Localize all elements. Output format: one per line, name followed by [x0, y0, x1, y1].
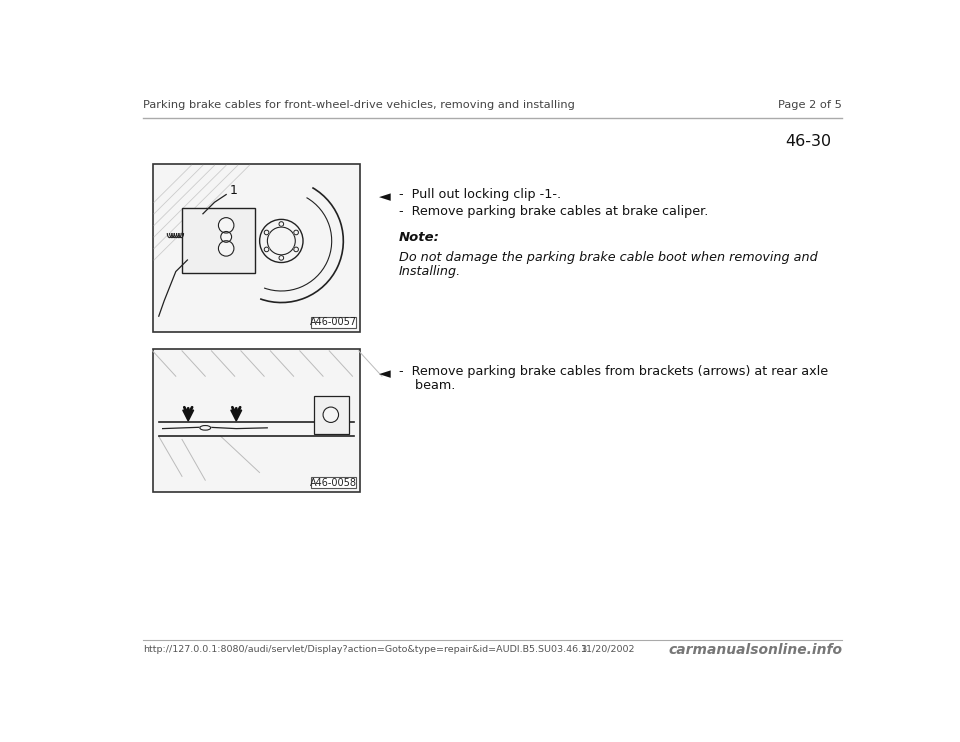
Circle shape: [259, 220, 303, 263]
Text: -  Remove parking brake cables from brackets (arrows) at rear axle: - Remove parking brake cables from brack…: [399, 365, 828, 378]
Text: Note:: Note:: [399, 232, 440, 245]
Text: 1: 1: [230, 184, 238, 197]
Polygon shape: [230, 410, 242, 421]
FancyBboxPatch shape: [182, 209, 254, 273]
Text: beam.: beam.: [399, 378, 455, 392]
Text: Page 2 of 5: Page 2 of 5: [779, 100, 842, 110]
Bar: [311, 477, 355, 488]
Circle shape: [324, 407, 339, 422]
Text: carmanualsonline.info: carmanualsonline.info: [668, 643, 842, 657]
Circle shape: [294, 247, 299, 252]
Circle shape: [279, 255, 283, 260]
Text: -  Pull out locking clip -1-.: - Pull out locking clip -1-.: [399, 188, 562, 200]
Text: Installing.: Installing.: [399, 265, 461, 278]
Text: Do not damage the parking brake cable boot when removing and: Do not damage the parking brake cable bo…: [399, 251, 818, 263]
Text: http://127.0.0.1:8080/audi/servlet/Display?action=Goto&type=repair&id=AUDI.B5.SU: http://127.0.0.1:8080/audi/servlet/Displ…: [143, 645, 588, 654]
Circle shape: [219, 217, 234, 233]
Text: Parking brake cables for front-wheel-drive vehicles, removing and installing: Parking brake cables for front-wheel-dri…: [143, 100, 575, 110]
Text: ◄: ◄: [379, 367, 391, 381]
Bar: [153, 164, 360, 332]
Bar: [314, 395, 348, 434]
Circle shape: [264, 230, 269, 234]
Text: 11/20/2002: 11/20/2002: [581, 645, 636, 654]
Text: ◄: ◄: [379, 189, 391, 204]
Circle shape: [219, 240, 234, 256]
Circle shape: [221, 232, 231, 243]
Circle shape: [294, 230, 299, 234]
Bar: [311, 317, 355, 328]
Circle shape: [264, 247, 269, 252]
Text: 46-30: 46-30: [785, 134, 831, 148]
Text: A46-0058: A46-0058: [310, 478, 356, 487]
Bar: [153, 349, 360, 492]
Circle shape: [279, 222, 283, 226]
Ellipse shape: [200, 425, 210, 430]
Polygon shape: [182, 410, 194, 421]
Text: A46-0057: A46-0057: [309, 318, 357, 327]
Text: -  Remove parking brake cables at brake caliper.: - Remove parking brake cables at brake c…: [399, 205, 708, 217]
